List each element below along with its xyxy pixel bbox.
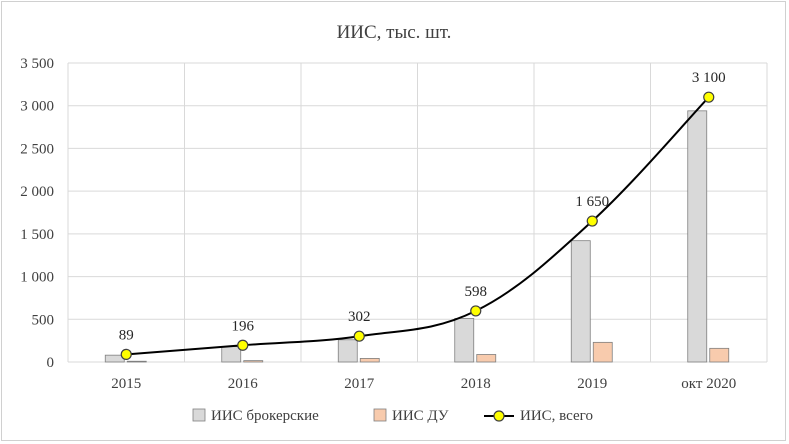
x-tick-label: 2015 — [111, 376, 141, 392]
bar-du — [709, 347, 730, 363]
bar-brokerage — [337, 339, 358, 363]
total-data-label: 89 — [119, 327, 134, 343]
x-tick-label: 2018 — [461, 376, 491, 392]
total-data-label: 196 — [232, 318, 255, 334]
bar-brokerage — [454, 318, 475, 363]
total-point-marker — [703, 91, 715, 103]
legend-label-du: ИИС ДУ — [392, 408, 449, 424]
total-data-label: 1 650 — [575, 194, 609, 210]
y-tick-label: 2 000 — [20, 184, 54, 200]
y-tick-label: 1 000 — [20, 270, 54, 286]
bar-brokerage — [687, 110, 708, 363]
total-data-label: 302 — [348, 309, 371, 325]
total-point-marker — [470, 305, 482, 317]
bars — [104, 110, 730, 363]
bar-brokerage — [570, 240, 591, 363]
y-tick-label: 500 — [32, 312, 55, 328]
bar-brokerage — [221, 346, 242, 363]
legend-marker-total — [493, 410, 505, 422]
y-tick-label: 3 000 — [20, 99, 54, 115]
x-tick-label: 2017 — [344, 376, 375, 392]
total-data-label: 3 100 — [692, 70, 726, 86]
legend-swatch-brokerage — [192, 408, 206, 422]
gridlines — [67, 62, 768, 363]
total-point-marker — [586, 215, 598, 227]
y-tick-label: 3 500 — [20, 56, 54, 72]
chart-title: ИИС, тыс. шт. — [337, 22, 452, 43]
x-tick-label: 2019 — [577, 376, 607, 392]
bar-du — [592, 341, 613, 363]
legend: ИИС брокерские ИИС ДУ ИИС, всего — [192, 408, 593, 424]
total-point-marker — [237, 339, 249, 351]
y-tick-label: 0 — [47, 355, 55, 371]
legend-label-total: ИИС, всего — [520, 408, 593, 424]
bar-du — [126, 360, 147, 363]
bar-du — [476, 354, 497, 363]
x-tick-label: окт 2020 — [681, 376, 736, 392]
x-axis-tick-labels: 2015 2016 2017 2018 2019 окт 2020 — [111, 376, 736, 392]
legend-swatch-du — [373, 408, 387, 422]
y-tick-label: 2 500 — [20, 141, 54, 157]
legend-label-brokerage: ИИС брокерские — [211, 408, 319, 424]
bar-du — [359, 358, 380, 363]
total-line-series: 89 196 302 598 1 650 3 100 — [119, 70, 726, 360]
bar-du — [243, 360, 264, 363]
y-axis-tick-labels: 0 500 1 000 1 500 2 000 2 500 3 000 3 500 — [20, 56, 54, 371]
total-point-marker — [353, 330, 365, 342]
x-tick-label: 2016 — [228, 376, 259, 392]
total-point-marker — [120, 348, 132, 360]
y-tick-label: 1 500 — [20, 227, 54, 243]
total-data-label: 598 — [465, 284, 488, 300]
